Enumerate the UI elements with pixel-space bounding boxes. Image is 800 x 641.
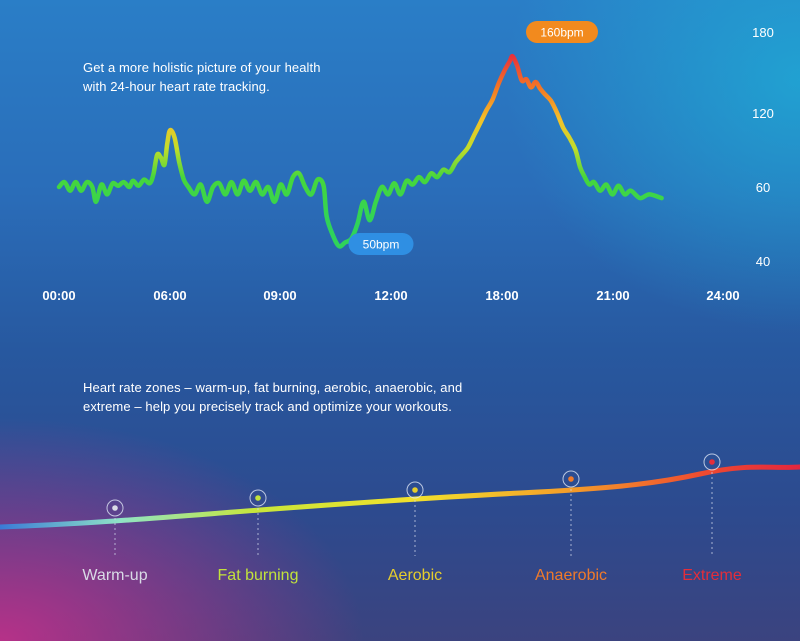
y-tick-label: 60 xyxy=(756,180,770,195)
zone-marker-dot xyxy=(255,495,261,501)
x-tick-label: 21:00 xyxy=(596,288,629,303)
zone-label: Anaerobic xyxy=(535,567,607,584)
y-tick-label: 40 xyxy=(756,254,770,269)
x-tick-label: 18:00 xyxy=(485,288,518,303)
callout-label: 160bpm xyxy=(540,26,583,40)
zone-marker-ring xyxy=(249,489,267,507)
x-tick-label: 24:00 xyxy=(706,288,739,303)
zone-marker-dot xyxy=(568,476,574,482)
zone-marker-ring xyxy=(106,499,124,517)
y-tick-label: 180 xyxy=(752,25,774,40)
callout-label: 50bpm xyxy=(363,238,400,252)
zone-marker-dot xyxy=(412,487,418,493)
zone-marker-dot xyxy=(709,459,715,465)
y-tick-label: 120 xyxy=(752,106,774,121)
heart-rate-line xyxy=(56,53,664,249)
zone-label: Extreme xyxy=(682,567,742,584)
x-tick-label: 12:00 xyxy=(374,288,407,303)
callout-badge xyxy=(526,21,598,43)
heart-rate-caption: Get a more holistic picture of your heal… xyxy=(83,60,321,94)
x-tick-label: 00:00 xyxy=(42,288,75,303)
zone-label: Aerobic xyxy=(388,567,442,584)
zone-marker-ring xyxy=(406,481,424,499)
callout-badge xyxy=(348,233,414,255)
zone-marker-dot xyxy=(112,505,118,511)
zones-caption: Heart rate zones – warm-up, fat burning,… xyxy=(83,380,463,414)
zone-label: Warm-up xyxy=(82,567,147,584)
x-tick-label: 06:00 xyxy=(153,288,186,303)
zone-curve xyxy=(0,464,800,530)
x-tick-label: 09:00 xyxy=(263,288,296,303)
zone-marker-ring xyxy=(562,470,580,488)
zone-marker-ring xyxy=(703,453,721,471)
zone-label: Fat burning xyxy=(218,567,299,584)
